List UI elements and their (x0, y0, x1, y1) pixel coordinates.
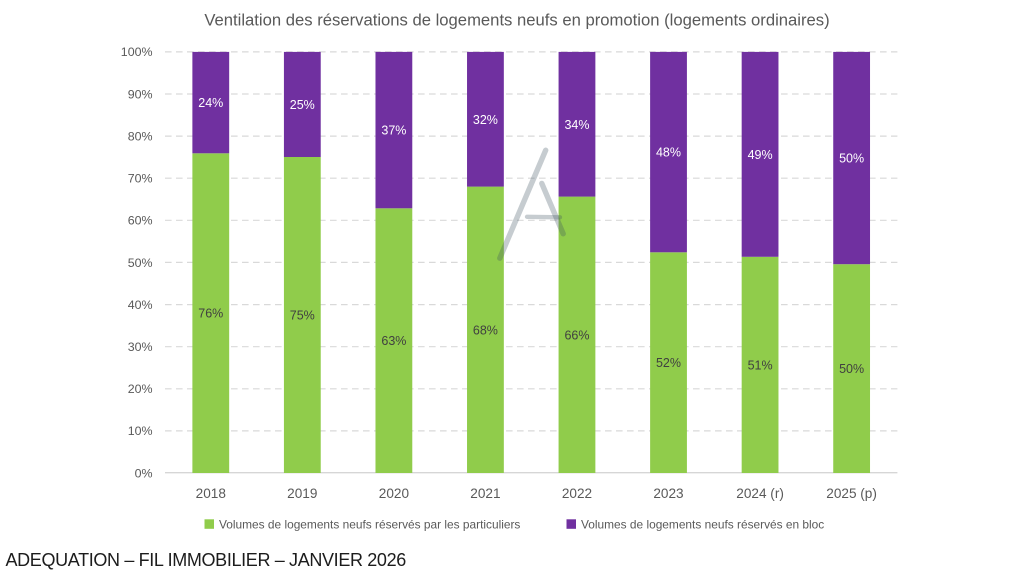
svg-text:24%: 24% (198, 96, 223, 110)
svg-text:66%: 66% (564, 328, 589, 342)
svg-text:63%: 63% (381, 334, 406, 348)
svg-text:2019: 2019 (287, 486, 317, 501)
svg-text:30%: 30% (128, 340, 153, 354)
svg-text:49%: 49% (748, 148, 773, 162)
svg-text:51%: 51% (748, 358, 773, 372)
svg-text:2023: 2023 (653, 486, 683, 501)
svg-text:50%: 50% (839, 362, 864, 376)
svg-text:75%: 75% (290, 309, 315, 323)
svg-text:68%: 68% (473, 323, 498, 337)
svg-text:2018: 2018 (196, 486, 226, 501)
svg-text:70%: 70% (128, 172, 153, 186)
svg-text:37%: 37% (381, 124, 406, 138)
svg-text:2024 (r): 2024 (r) (736, 486, 784, 501)
svg-text:50%: 50% (128, 256, 153, 270)
svg-text:Volumes de logements neufs rés: Volumes de logements neufs réservés par … (219, 517, 520, 531)
svg-text:2022: 2022 (562, 486, 592, 501)
svg-text:20%: 20% (128, 382, 153, 396)
svg-text:60%: 60% (128, 214, 153, 228)
svg-text:40%: 40% (128, 298, 153, 312)
svg-text:48%: 48% (656, 146, 681, 160)
svg-text:0%: 0% (135, 466, 153, 480)
svg-text:2025 (p): 2025 (p) (826, 486, 877, 501)
svg-text:Ventilation des réservations d: Ventilation des réservations de logement… (204, 11, 829, 30)
svg-text:34%: 34% (564, 118, 589, 132)
svg-text:2021: 2021 (470, 486, 500, 501)
svg-text:90%: 90% (128, 87, 153, 101)
svg-text:32%: 32% (473, 113, 498, 127)
svg-text:ADEQUATION – FIL IMMOBILIER –: ADEQUATION – FIL IMMOBILIER – JANVIER 20… (6, 550, 407, 570)
svg-text:76%: 76% (198, 307, 223, 321)
svg-text:52%: 52% (656, 356, 681, 370)
svg-text:Volumes de logements neufs rés: Volumes de logements neufs réservés en b… (581, 517, 824, 531)
svg-text:25%: 25% (290, 98, 315, 112)
svg-text:2020: 2020 (379, 486, 410, 501)
svg-text:80%: 80% (128, 129, 153, 143)
svg-text:10%: 10% (128, 424, 153, 438)
svg-text:50%: 50% (839, 152, 864, 166)
svg-text:100%: 100% (121, 45, 153, 59)
